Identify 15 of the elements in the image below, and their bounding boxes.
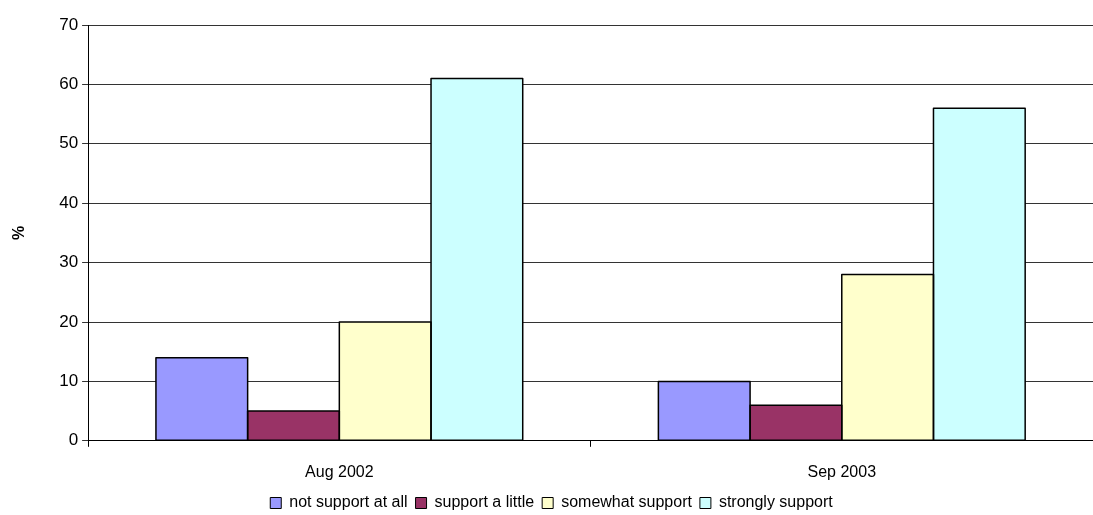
y-tick-label: 30 — [59, 252, 79, 272]
legend-label: strongly support — [718, 493, 834, 511]
y-tick-label: 10 — [59, 371, 79, 391]
legend-label: not support at all — [289, 493, 408, 511]
y-tick-label: 20 — [59, 311, 79, 331]
x-tick-label: Aug 2002 — [305, 462, 374, 480]
legend-label: support a little — [434, 493, 535, 511]
y-tick-label: 40 — [59, 192, 79, 212]
y-tick-label: 60 — [59, 74, 79, 94]
x-tick-label: Sep 2003 — [807, 462, 877, 480]
y-tick-label: 50 — [59, 133, 79, 153]
y-tick-label: 70 — [59, 14, 79, 34]
legend-label: somewhat support — [561, 493, 693, 511]
y-axis-title: % — [10, 225, 28, 241]
y-tick-label: 0 — [68, 430, 79, 450]
